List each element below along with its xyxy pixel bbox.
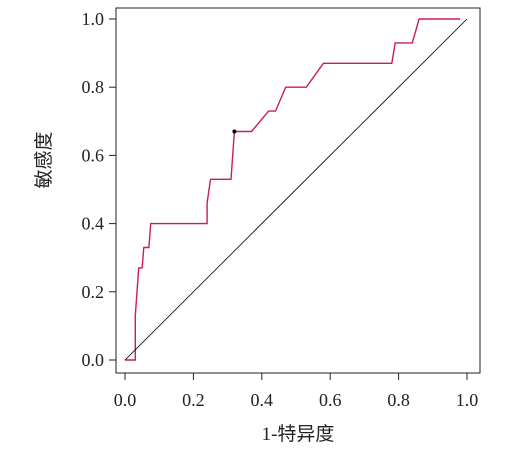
y-tick-label-2: 0.4 (82, 214, 105, 234)
x-axis: 0.0 0.2 0.4 0.6 0.8 1.0 (114, 373, 479, 410)
x-tick-label-0: 0.0 (114, 390, 137, 410)
x-tick-label-3: 0.6 (319, 390, 342, 410)
series-layer (124, 18, 468, 361)
y-axis: 0.0 0.2 0.4 0.6 0.8 1.0 (82, 9, 116, 370)
roc-curve-line (125, 18, 461, 361)
y-tick-label-4: 0.8 (82, 77, 105, 97)
plot-frame (115, 7, 481, 374)
y-tick-label-0: 0.0 (82, 350, 105, 370)
y-tick-label-5: 1.0 (82, 9, 105, 29)
x-tick-label-2: 0.4 (251, 390, 274, 410)
x-tick-label-4: 0.8 (387, 390, 410, 410)
x-tick-label-1: 0.2 (182, 390, 205, 410)
y-tick-label-1: 0.2 (82, 282, 105, 302)
x-axis-title: 1-特异度 (262, 423, 335, 445)
y-axis-title: 敏感度 (33, 131, 55, 188)
y-tick-label-3: 0.6 (82, 145, 105, 165)
reference-diagonal-line (124, 18, 468, 361)
x-tick-label-5: 1.0 (456, 390, 479, 410)
cutoff-point (232, 129, 237, 134)
